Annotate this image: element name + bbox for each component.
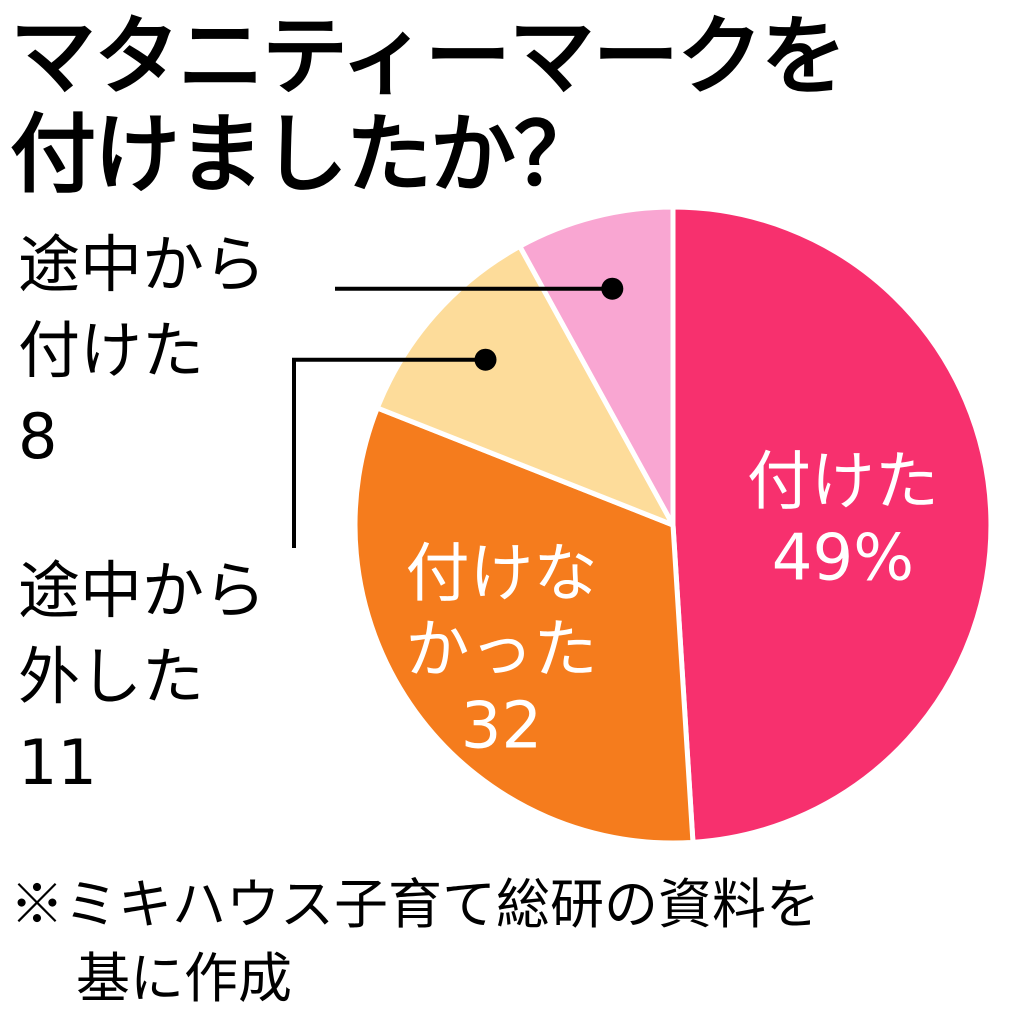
- slice-label-not-attached-line-3: 32: [461, 690, 542, 764]
- leader-lines: [292, 277, 624, 548]
- leader-dot-removed-midway: [474, 348, 497, 371]
- label-attached-midway: 途中から 付けた 8: [18, 222, 266, 480]
- label-attached-midway-value: 8: [18, 400, 58, 473]
- label-attached-midway-line-2: 付けた: [18, 314, 205, 387]
- label-attached-midway-line-1: 途中から: [18, 228, 267, 301]
- label-removed-midway: 途中から 外した 11: [18, 548, 266, 806]
- slice-label-not-attached: 付けなかった 32: [406, 538, 598, 764]
- pie-slice-removed-midway: [374, 243, 676, 528]
- chart-title-line-2: 付けましたか？: [10, 105, 600, 205]
- chart-title-line-1: マタニティーマークを: [10, 7, 847, 107]
- label-removed-midway-value: 11: [18, 726, 97, 799]
- pie-slice-attached-midway: [517, 204, 676, 528]
- pie-slice-not-attached: [352, 405, 696, 846]
- source-note: ※ミキハウス子育て総研の資料を 基に作成: [10, 868, 820, 1016]
- slice-label-attached-line-1: 付けた: [747, 446, 939, 520]
- chart-title: マタニティーマークを 付けましたか？: [10, 8, 1010, 204]
- leader-dot-attached-midway: [601, 277, 624, 300]
- slice-label-attached: 付けた 49%: [747, 446, 939, 596]
- slice-label-not-attached-line-2: かった: [406, 614, 598, 688]
- slice-label-not-attached-line-1: 付けな: [406, 538, 598, 612]
- leader-line-removed-midway: [292, 357, 486, 548]
- slice-label-attached-line-2: 49%: [772, 522, 914, 596]
- label-removed-midway-line-2: 外した: [18, 640, 205, 713]
- source-note-line-1: ※ミキハウス子育て総研の資料を: [10, 873, 820, 936]
- source-note-line-2: 基に作成: [76, 947, 292, 1010]
- label-removed-midway-line-1: 途中から: [18, 554, 267, 627]
- pie-slices: [352, 204, 994, 846]
- pie-slice-attached: [670, 204, 994, 845]
